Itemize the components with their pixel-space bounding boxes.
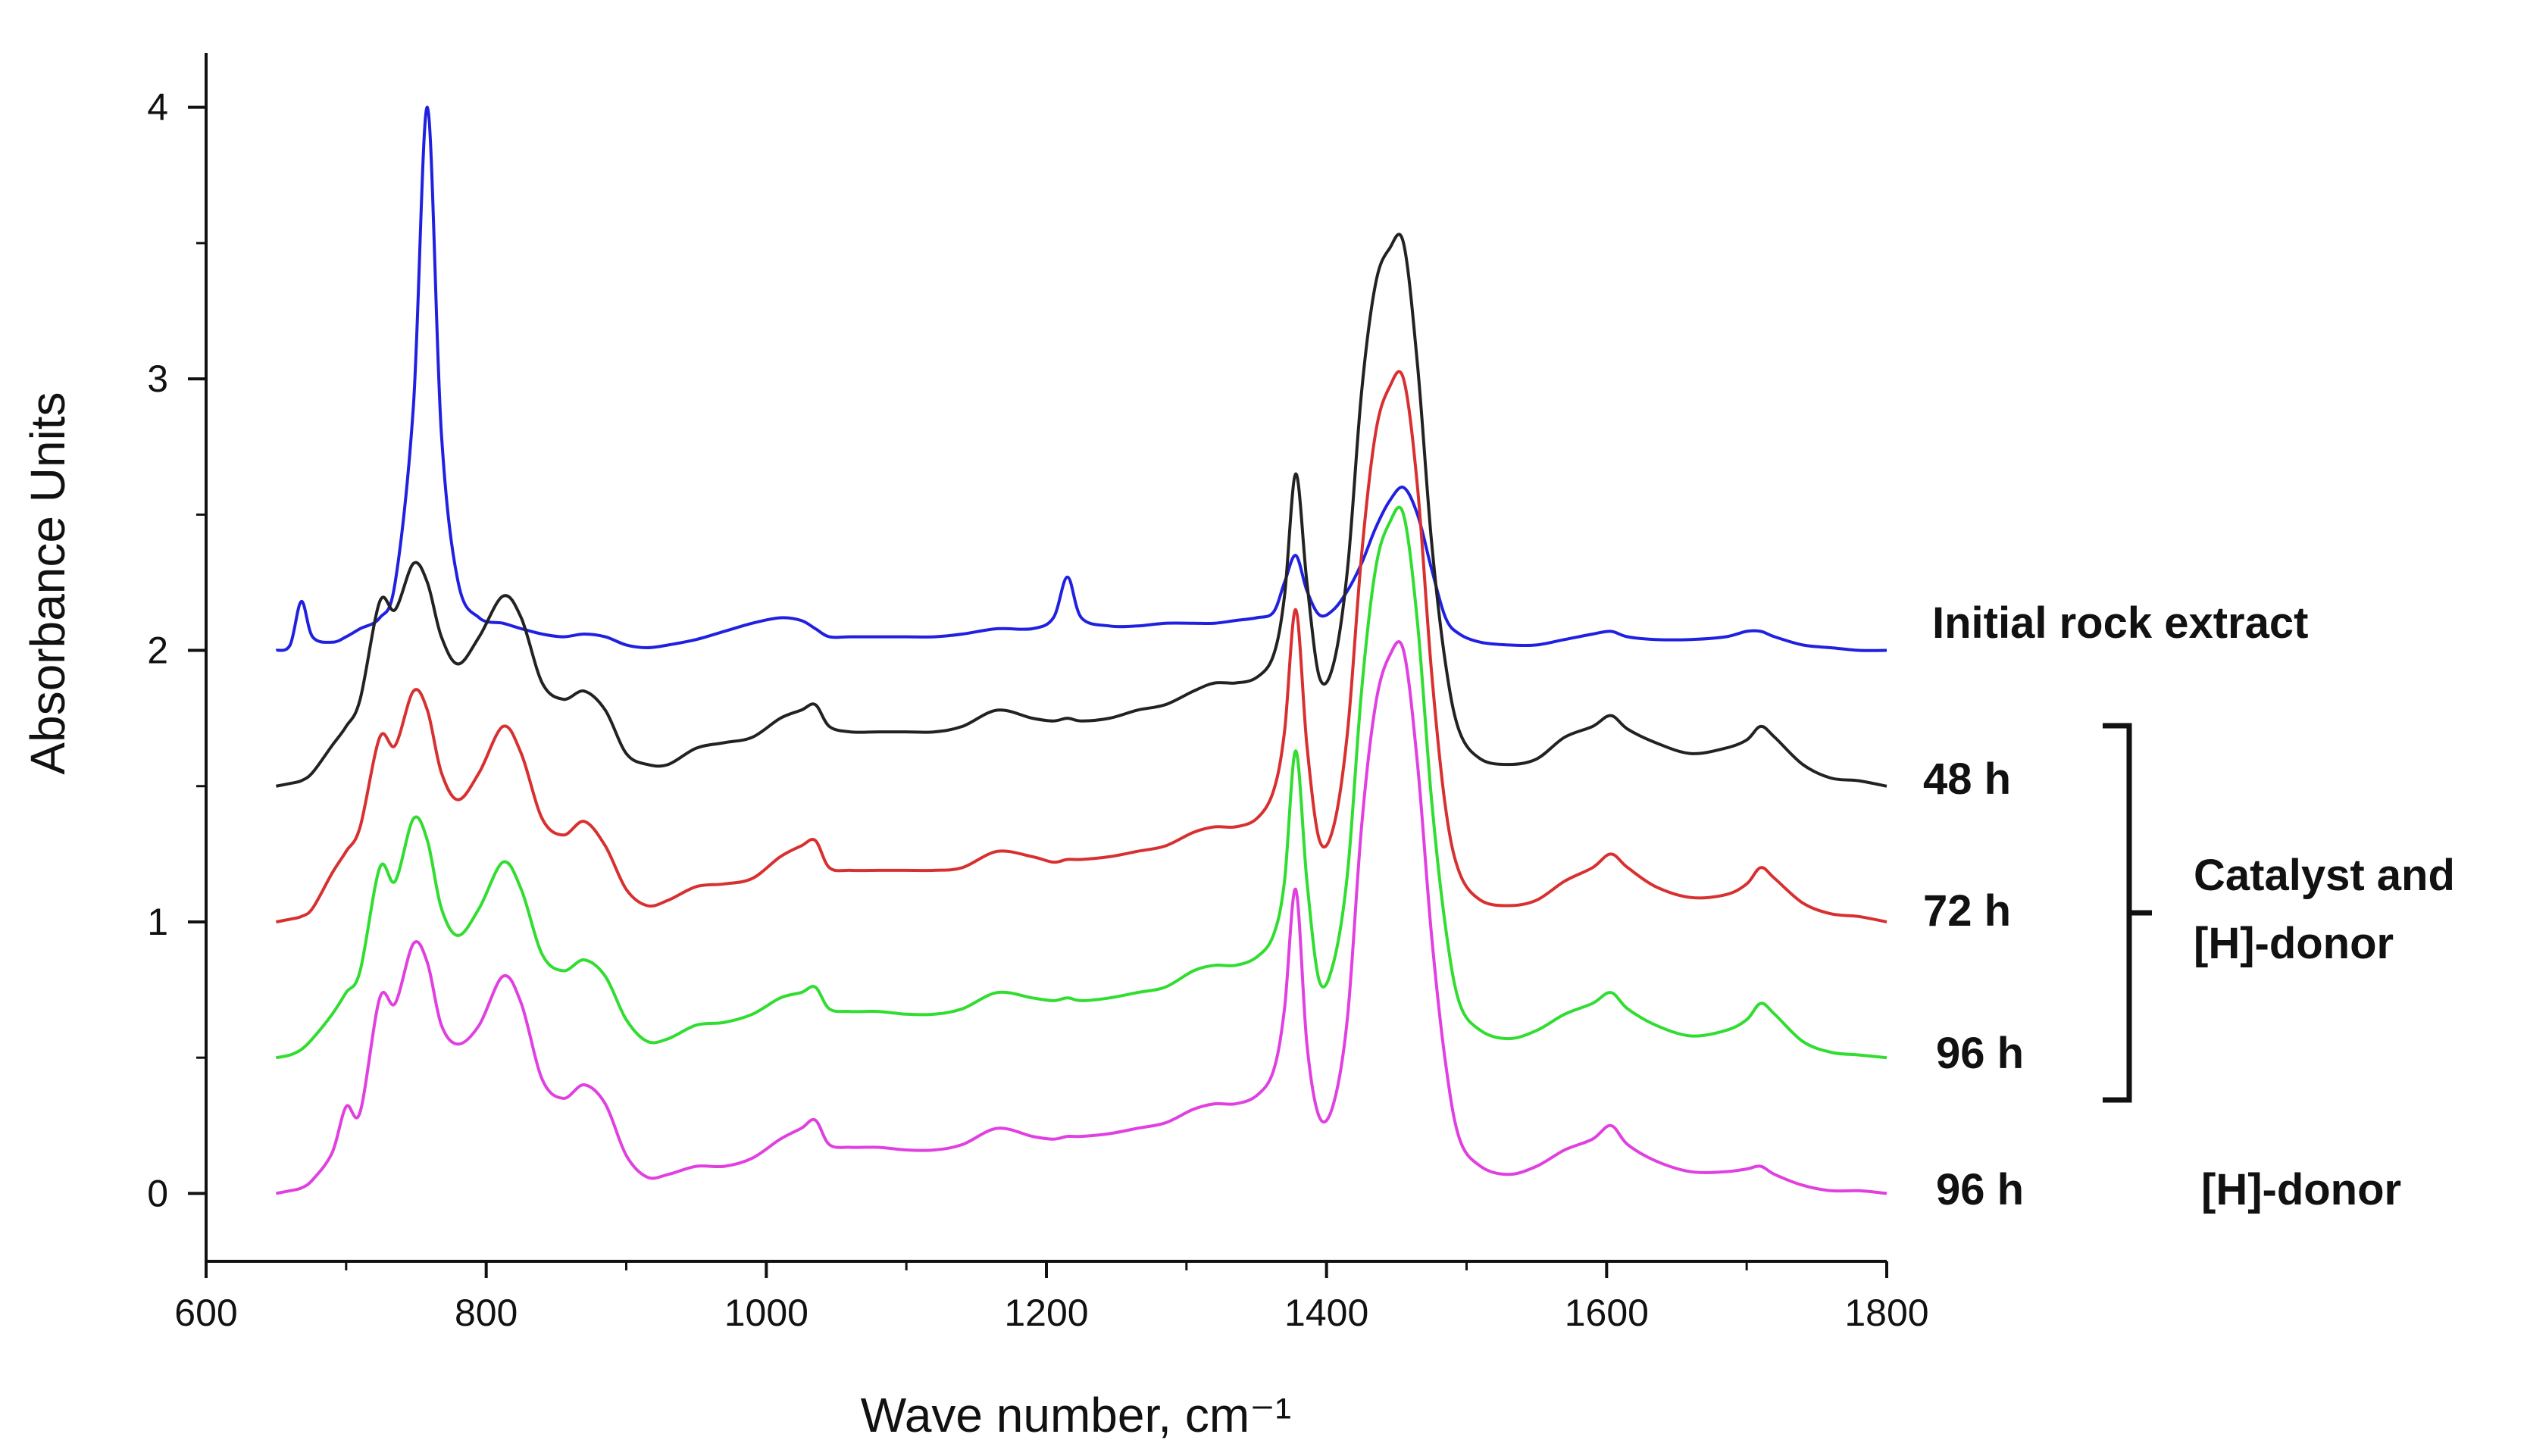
series-initial-rock-extract (275, 105, 1887, 652)
x-axis-title: Wave number, cm⁻¹ (861, 1388, 1291, 1442)
series-96h-donor (276, 640, 1887, 1195)
y-tick-label: 4 (147, 86, 168, 129)
series-label-96h-catalyst: 96 h (1936, 1029, 2024, 1078)
y-tick-label: 1 (147, 901, 168, 943)
series-label-initial: Initial rock extract (1932, 598, 2308, 648)
bottom-condition-label: [H]-donor (2201, 1165, 2401, 1214)
x-tick-label: 1000 (724, 1292, 808, 1334)
y-tick-label: 0 (147, 1172, 168, 1214)
y-tick-label: 3 (147, 358, 168, 400)
x-tick-label: 1800 (1844, 1292, 1928, 1334)
bracket-label-line2: [H]-donor (2194, 919, 2394, 968)
axes: 600 800 1000 1200 1400 1600 1800 0 1 2 3 4 (147, 53, 1929, 1334)
x-tick-label: 600 (174, 1292, 237, 1334)
series-group (275, 105, 1887, 1195)
x-tick-label: 800 (455, 1292, 518, 1334)
series-label-72h: 72 h (1923, 886, 2011, 936)
x-tick-label: 1600 (1565, 1292, 1649, 1334)
bracket (2103, 723, 2152, 1103)
x-tick-label: 1200 (1004, 1292, 1088, 1334)
y-axis-title: Absorbance Units (20, 392, 75, 774)
series-label-48h: 48 h (1923, 755, 2011, 804)
y-tick-label: 2 (147, 630, 168, 672)
x-ticks: 600 800 1000 1200 1400 1600 1800 (174, 1261, 1929, 1334)
x-tick-label: 1400 (1284, 1292, 1368, 1334)
series-48h (276, 233, 1887, 788)
series-72h (276, 370, 1887, 923)
bracket-label-line1: Catalyst and (2194, 851, 2455, 900)
series-label-96h-donor: 96 h (1936, 1165, 2024, 1214)
y-ticks: 0 1 2 3 4 (147, 86, 206, 1214)
series-96h-catalyst (276, 505, 1887, 1060)
